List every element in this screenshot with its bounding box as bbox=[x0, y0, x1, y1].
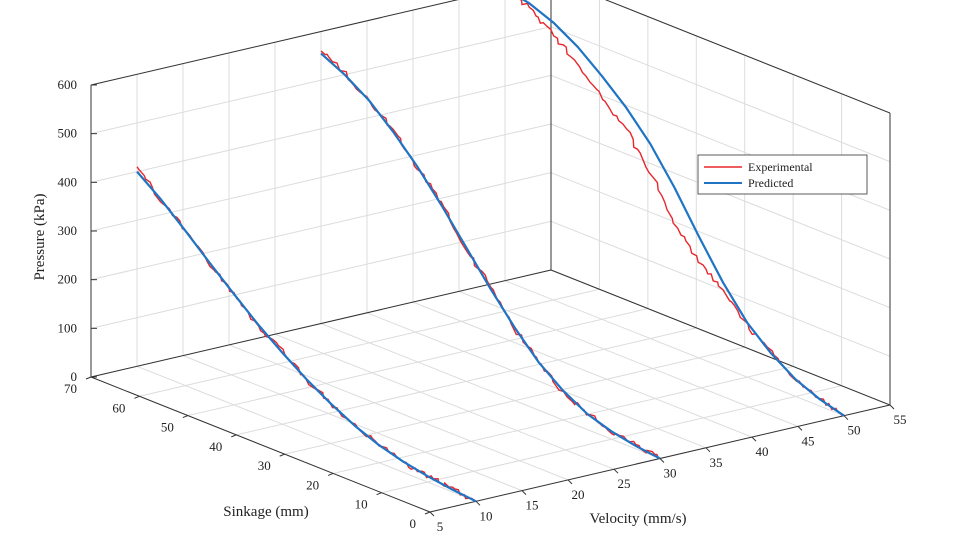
legend-label-experimental: Experimental bbox=[748, 160, 813, 174]
sinkage-tick-mark bbox=[85, 376, 92, 380]
back-wall-grid-line bbox=[90, 74, 552, 183]
predicted-curve bbox=[136, 170, 477, 503]
floor-grid-line bbox=[412, 301, 753, 438]
sinkage-tick-mark bbox=[424, 511, 431, 515]
side-wall-grid-line bbox=[550, 220, 891, 357]
sinkage-tick-mark bbox=[327, 472, 334, 476]
sinkage-tick-label: 70 bbox=[64, 381, 77, 396]
velocity-tick-mark bbox=[613, 468, 619, 474]
pressure-tick-label: 0 bbox=[71, 369, 78, 384]
floor-grid-line bbox=[320, 323, 661, 459]
floor-grid-line bbox=[458, 290, 799, 427]
velocity-tick-label: 40 bbox=[756, 444, 769, 459]
velocity-tick-label: 30 bbox=[664, 466, 677, 481]
floor-grid-line bbox=[236, 327, 697, 436]
velocity-tick-mark bbox=[659, 458, 665, 463]
velocity-tick-label: 15 bbox=[526, 498, 539, 513]
velocity-tick-label: 50 bbox=[848, 423, 861, 438]
box-top-back-edge bbox=[90, 0, 459, 86]
legend-box bbox=[697, 154, 868, 195]
back-wall-grid-line bbox=[90, 26, 552, 135]
y-axis-label: Sinkage (mm) bbox=[223, 504, 308, 520]
experimental-curve bbox=[136, 166, 477, 503]
box-top-right-edge bbox=[604, 0, 891, 114]
velocity-tick-mark bbox=[521, 490, 527, 495]
box-floor-back-edge bbox=[90, 269, 552, 378]
pressure-tick-label: 400 bbox=[58, 174, 78, 189]
series-curves bbox=[136, 0, 845, 503]
side-wall-grid-line bbox=[550, 26, 891, 163]
pressure-tick-label: 100 bbox=[58, 320, 78, 335]
velocity-tick-mark bbox=[797, 426, 803, 431]
velocity-tick-label: 35 bbox=[710, 455, 723, 470]
sinkage-tick-label: 30 bbox=[258, 458, 271, 473]
velocity-tick-label: 55 bbox=[894, 412, 907, 427]
z-axis-label: Pressure (kPa) bbox=[32, 193, 48, 280]
sinkage-tick-label: 0 bbox=[410, 516, 417, 531]
floor-grid-line bbox=[139, 288, 600, 397]
tick-labels: 0 100 200 300 400 500 600 0 10 20 30 40 50 60 70 5 10 15 2… bbox=[58, 77, 907, 534]
floor-grid-line bbox=[136, 365, 477, 502]
velocity-tick-mark bbox=[751, 436, 757, 442]
pressure-tick-label: 600 bbox=[58, 77, 78, 92]
sinkage-tick-label: 60 bbox=[112, 400, 125, 415]
sinkage-tick-label: 10 bbox=[355, 497, 368, 512]
velocity-tick-label: 20 bbox=[572, 487, 585, 502]
pressure-tick-label: 500 bbox=[58, 126, 78, 141]
legend: Experimental Predicted bbox=[697, 154, 868, 195]
pressure-tick-label: 200 bbox=[58, 272, 78, 287]
velocity-tick-mark bbox=[889, 404, 895, 410]
sinkage-tick-label: 40 bbox=[209, 439, 222, 454]
axis-labels: Pressure (kPa) Sinkage (mm) Velocity (mm… bbox=[32, 193, 687, 527]
floor-grid-line bbox=[274, 333, 615, 470]
box-floor-right-edge bbox=[550, 269, 891, 406]
sinkage-tick-mark bbox=[231, 434, 237, 438]
floor-grid-line bbox=[187, 308, 648, 417]
floor-grid-line bbox=[366, 312, 707, 449]
velocity-tick-mark bbox=[429, 511, 435, 517]
velocity-tick-label: 10 bbox=[480, 508, 493, 523]
floor-grid-line bbox=[333, 365, 794, 474]
floor-grid-line bbox=[228, 344, 569, 481]
grid-lines bbox=[90, 0, 891, 513]
floor-grid-line bbox=[284, 346, 745, 455]
side-wall-grid-line bbox=[550, 172, 891, 309]
sinkage-tick-label: 50 bbox=[161, 420, 174, 435]
x-axis-label: Velocity (mm/s) bbox=[589, 511, 686, 527]
predicted-curve bbox=[521, 0, 845, 417]
pressure-tick-label: 300 bbox=[58, 223, 78, 238]
velocity-tick-mark bbox=[705, 447, 711, 453]
predicted-curve bbox=[320, 52, 661, 460]
back-wall-grid-line bbox=[90, 172, 552, 281]
sinkage-tick-mark bbox=[376, 492, 382, 496]
velocity-tick-mark bbox=[475, 500, 481, 506]
floor-grid-line bbox=[381, 385, 842, 494]
experimental-curve bbox=[320, 50, 660, 459]
velocity-tick-mark bbox=[843, 415, 849, 421]
axis-lines bbox=[90, 0, 891, 513]
legend-label-predicted: Predicted bbox=[748, 176, 793, 190]
back-wall-grid-line bbox=[90, 220, 552, 329]
velocity-tick-label: 5 bbox=[437, 519, 444, 534]
sinkage-axis-line bbox=[90, 376, 431, 513]
floor-grid-line bbox=[504, 280, 845, 417]
sinkage-tick-label: 20 bbox=[306, 477, 319, 492]
velocity-tick-label: 45 bbox=[802, 433, 815, 448]
velocity-tick-mark bbox=[567, 479, 573, 485]
sinkage-tick-mark bbox=[279, 453, 285, 457]
sinkage-tick-mark bbox=[182, 415, 189, 419]
sinkage-tick-mark bbox=[134, 395, 140, 399]
back-wall-grid-line bbox=[90, 123, 552, 232]
velocity-tick-label: 25 bbox=[618, 476, 631, 491]
